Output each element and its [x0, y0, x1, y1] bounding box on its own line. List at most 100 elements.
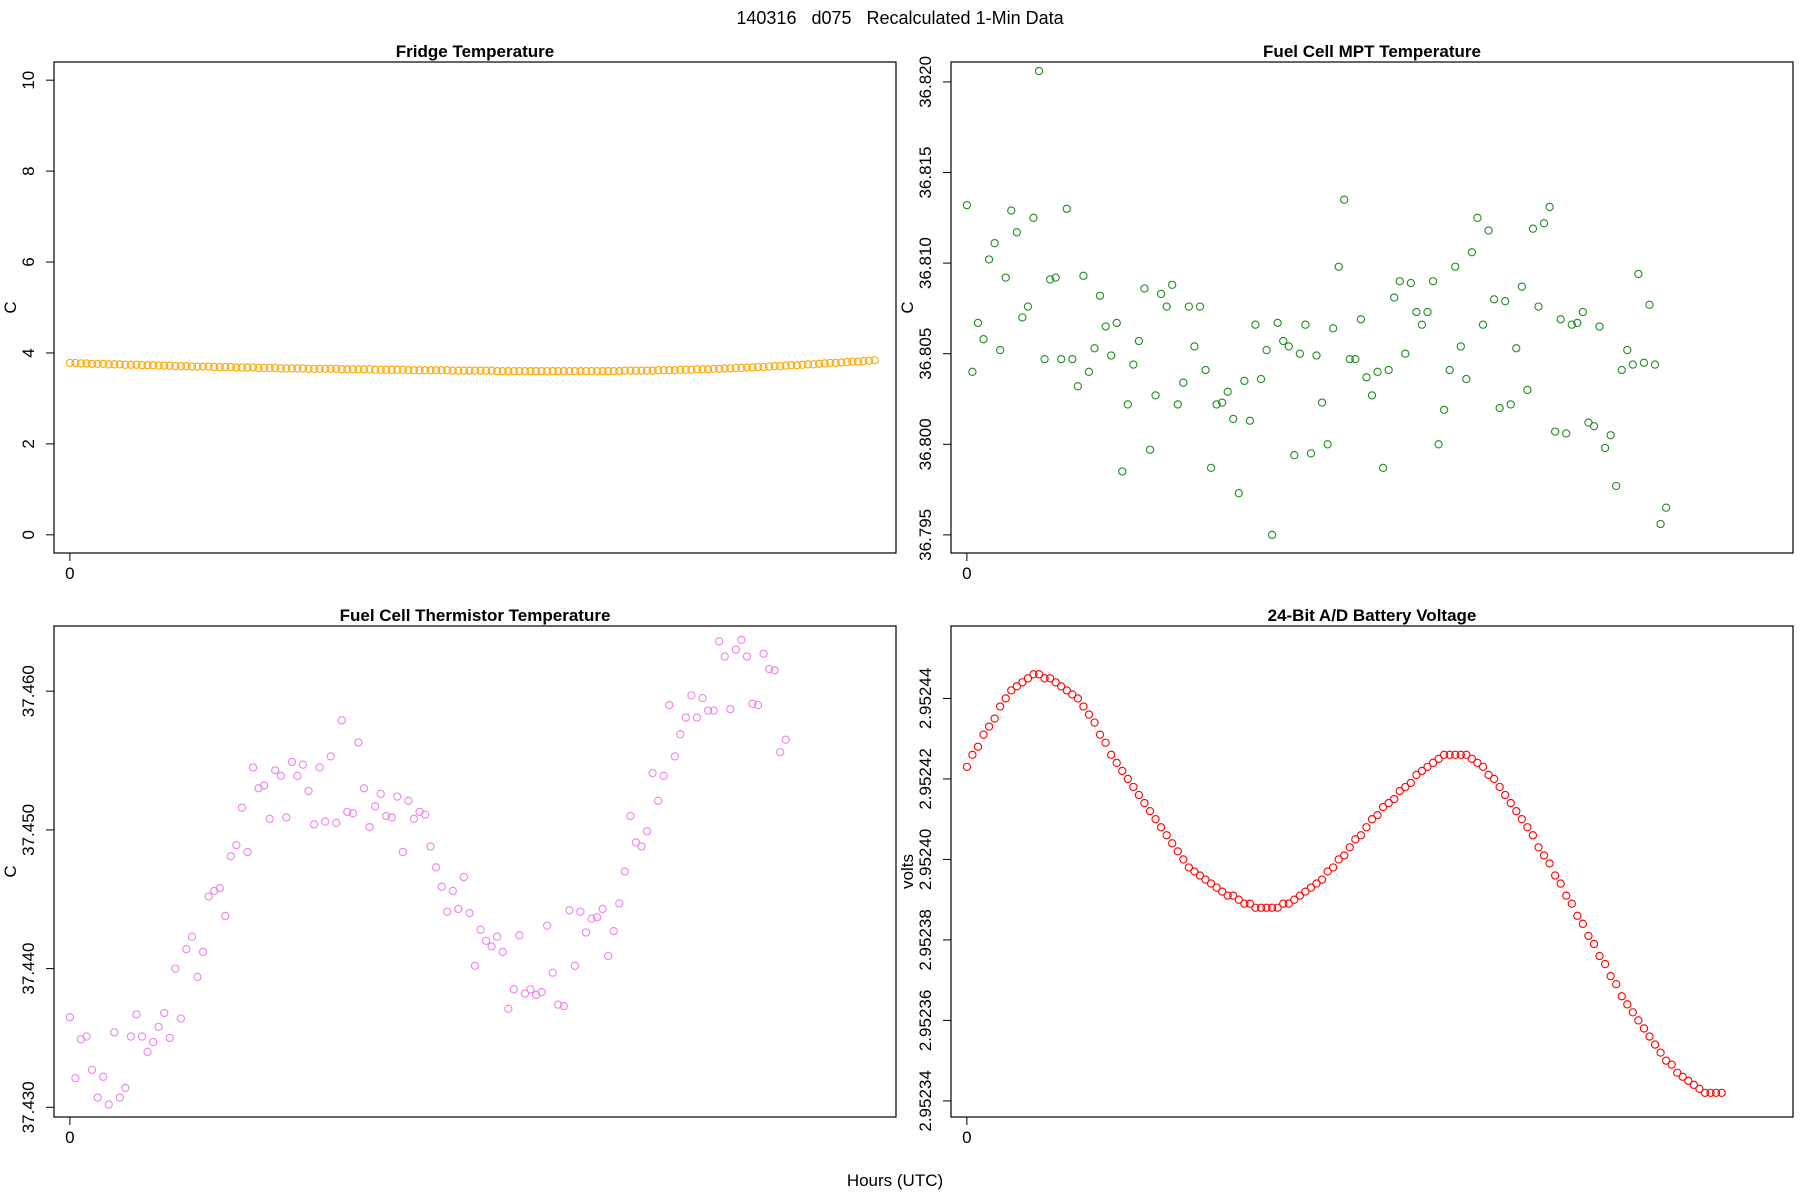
- data-point: [1573, 318, 1582, 328]
- data-point: [1462, 750, 1471, 759]
- y-axis-label: C: [1, 865, 20, 877]
- data-point: [1079, 702, 1088, 711]
- data-point: [271, 766, 280, 775]
- chart-panel-1: Fridge Temperature C 0 2 4 6 8 10 0: [1, 42, 897, 583]
- data-point: [687, 691, 696, 700]
- data-point: [382, 365, 391, 374]
- data-point: [1556, 879, 1565, 888]
- data-point: [115, 1093, 124, 1102]
- data-point: [154, 1022, 163, 1031]
- data-point: [842, 357, 851, 367]
- data-point: [493, 932, 502, 941]
- data-point: [1373, 811, 1382, 820]
- data-point: [1184, 302, 1194, 311]
- data-point: [204, 892, 213, 901]
- data-point: [1650, 360, 1660, 369]
- data-point: [498, 947, 507, 957]
- data-point: [1279, 336, 1288, 346]
- data-point: [554, 1000, 563, 1009]
- data-point: [676, 365, 685, 374]
- y-axis-label: volts: [898, 854, 917, 889]
- plot-frame: [950, 625, 1794, 1118]
- data-point: [1240, 899, 1249, 908]
- data-point: [665, 700, 674, 710]
- data-point: [1284, 899, 1293, 908]
- data-point: [248, 363, 258, 372]
- data-point: [354, 738, 363, 747]
- data-point: [1101, 322, 1110, 331]
- data-point: [1506, 798, 1515, 808]
- data-point: [93, 1093, 102, 1102]
- data-point: [259, 781, 269, 790]
- data-point: [565, 366, 574, 376]
- data-point: [71, 358, 80, 368]
- data-point: [764, 362, 774, 371]
- y-tick-label: 36.810: [916, 237, 935, 289]
- data-point: [204, 362, 213, 371]
- data-point: [1501, 297, 1510, 306]
- data-point: [1451, 262, 1460, 271]
- data-point: [65, 1012, 75, 1022]
- data-point: [1439, 750, 1449, 759]
- data-point: [409, 814, 419, 823]
- data-point: [1179, 855, 1188, 864]
- data-point: [1140, 284, 1149, 293]
- data-point: [1079, 271, 1088, 280]
- data-point: [1623, 345, 1632, 355]
- data-point: [1367, 391, 1377, 400]
- data-point: [526, 366, 535, 376]
- data-point: [531, 366, 541, 376]
- data-point: [243, 363, 252, 372]
- data-point: [1373, 367, 1382, 376]
- data-point: [1206, 879, 1216, 888]
- data-point: [1340, 195, 1349, 204]
- data-point: [365, 365, 374, 374]
- data-point: [1534, 843, 1543, 852]
- data-point: [148, 361, 158, 370]
- data-point: [781, 735, 790, 744]
- data-point: [1267, 903, 1277, 912]
- data-point: [1345, 354, 1354, 364]
- data-point: [709, 364, 718, 374]
- data-point: [548, 968, 557, 977]
- data-point: [1018, 313, 1027, 322]
- data-point: [1001, 694, 1010, 703]
- data-point: [1589, 939, 1599, 949]
- data-point: [520, 989, 530, 998]
- data-point: [354, 365, 363, 374]
- x-tick-label: 0: [962, 564, 971, 583]
- data-point: [215, 883, 224, 893]
- data-point: [776, 361, 785, 371]
- data-point: [1173, 847, 1182, 856]
- data-point: [426, 842, 435, 851]
- data-point: [748, 363, 757, 372]
- data-point: [1062, 204, 1071, 213]
- data-point: [515, 366, 524, 376]
- data-point: [1451, 750, 1460, 759]
- data-point: [565, 906, 574, 915]
- data-point: [1101, 738, 1110, 747]
- data-point: [1406, 778, 1415, 788]
- data-point: [1545, 202, 1554, 212]
- data-point: [1267, 530, 1277, 540]
- y-tick-label: 37.450: [19, 804, 38, 856]
- data-point: [681, 713, 691, 722]
- data-point: [154, 361, 163, 370]
- data-point: [1090, 718, 1099, 727]
- data-point: [1162, 302, 1171, 311]
- data-point: [731, 645, 740, 654]
- data-point: [1156, 823, 1166, 832]
- data-point: [504, 366, 513, 376]
- y-tick-label: 37.460: [19, 665, 38, 717]
- data-point: [626, 811, 635, 821]
- data-point: [237, 363, 247, 372]
- data-point: [703, 706, 713, 715]
- y-tick-label: 36.800: [916, 418, 935, 470]
- data-point: [990, 239, 999, 248]
- data-point: [1645, 300, 1654, 309]
- data-point: [1095, 730, 1105, 739]
- data-point: [570, 366, 580, 376]
- data-point: [653, 366, 663, 375]
- data-series: [962, 670, 1726, 1098]
- data-point: [1212, 883, 1221, 892]
